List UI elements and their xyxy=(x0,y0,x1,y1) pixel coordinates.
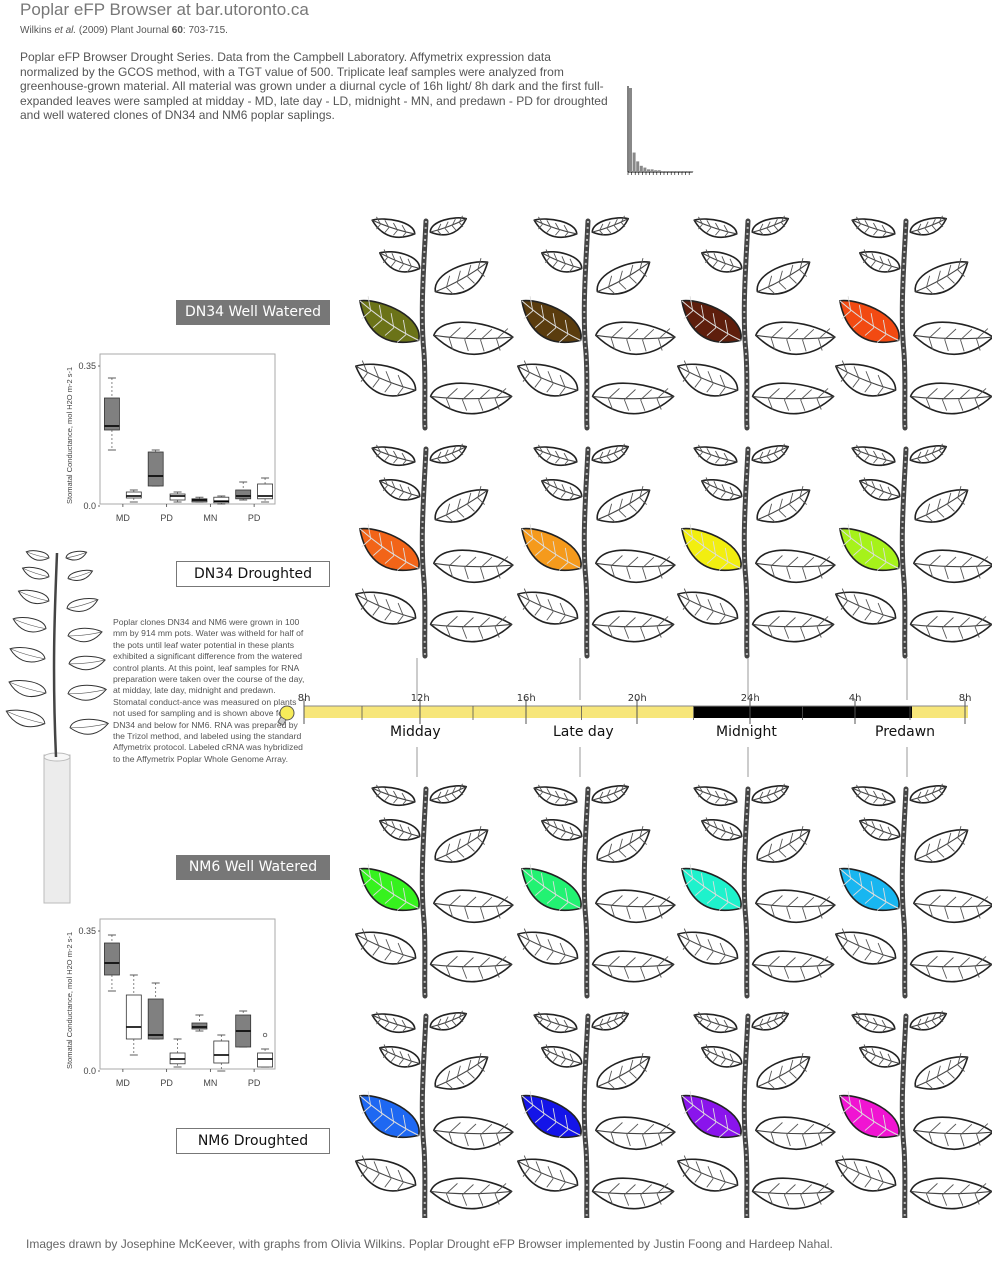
day-bar xyxy=(912,706,968,718)
period-midday: Midday xyxy=(390,724,441,740)
citation-authors: Wilkins xyxy=(20,25,52,36)
x-tick-label: PD xyxy=(160,1078,173,1088)
box-plot-box xyxy=(235,1010,252,1048)
y-axis-label: Stomatal Conductance, mol H2O m-2 s-1 xyxy=(65,932,74,1069)
histogram-bar xyxy=(629,88,632,172)
histogram-bar xyxy=(683,171,686,172)
period-predawn: Predawn xyxy=(875,724,936,740)
expression-histogram xyxy=(627,86,694,175)
methods-text: Poplar clones DN34 and NM6 were grown in… xyxy=(113,617,305,764)
box-plot-box xyxy=(213,495,230,505)
box-plot-box xyxy=(104,377,120,451)
diurnal-timeline xyxy=(277,658,968,777)
night-bar xyxy=(694,706,912,718)
histogram-bar xyxy=(647,169,650,172)
period-late-day: Late day xyxy=(553,724,614,740)
time-tick-label: 24h xyxy=(740,693,760,704)
colored-leaf[interactable] xyxy=(830,523,906,579)
colored-leaf[interactable] xyxy=(830,295,906,351)
histogram-bar xyxy=(675,171,679,172)
box-plot-box xyxy=(235,481,252,501)
label-nm6-well-watered[interactable]: NM6 Well Watered xyxy=(176,855,330,880)
time-tick-label: 4h xyxy=(848,693,862,704)
box-plot-box xyxy=(257,477,273,503)
time-tick-label: 16h xyxy=(516,693,536,704)
y-tick-label: 0.35 xyxy=(78,926,96,936)
colored-leaf[interactable] xyxy=(672,295,748,351)
x-tick-label: MN xyxy=(203,1078,217,1088)
histogram-bar xyxy=(690,171,694,172)
histogram-bar xyxy=(657,170,661,172)
plant-grid xyxy=(352,213,994,1226)
tall-plant-illustration xyxy=(5,550,110,904)
y-tick-label: 0.0 xyxy=(83,1066,96,1076)
y-tick-label: 0.35 xyxy=(78,361,96,371)
histogram-bar xyxy=(636,161,640,172)
histogram-bar xyxy=(643,167,647,172)
y-axis-label: Stomatal Conductance, mol H2O m-2 s-1 xyxy=(65,367,74,504)
colored-leaf[interactable] xyxy=(830,863,906,919)
colored-leaf[interactable] xyxy=(512,523,588,579)
footer-credits: Images drawn by Josephine McKeever, with… xyxy=(26,1237,833,1251)
box-plot-box xyxy=(213,1034,230,1072)
x-tick-label: MD xyxy=(116,513,130,523)
x-tick-label: PD xyxy=(248,1078,261,1088)
colored-leaf[interactable] xyxy=(352,863,426,919)
colored-leaf[interactable] xyxy=(512,295,588,351)
box-plot-box xyxy=(104,934,120,992)
box-plot-box xyxy=(147,449,164,487)
box-plot-box xyxy=(169,491,186,503)
citation-etal: et al. xyxy=(54,25,77,36)
label-nm6-droughted[interactable]: NM6 Droughted xyxy=(176,1128,330,1154)
plant-illustrations xyxy=(352,215,994,1226)
histogram-bar xyxy=(665,171,668,172)
histogram-bar xyxy=(632,152,636,172)
colored-leaf[interactable] xyxy=(672,863,748,919)
lightbulb-icon xyxy=(277,705,295,726)
pot-tube xyxy=(43,754,71,904)
colored-leaf[interactable] xyxy=(512,863,588,919)
histogram-bar xyxy=(686,171,690,172)
citation-volume: 60 xyxy=(171,25,183,36)
box-plot-box xyxy=(147,982,164,1040)
x-tick-label: MD xyxy=(116,1078,130,1088)
x-tick-label: MN xyxy=(203,513,217,523)
time-tick-label: 8h xyxy=(297,693,311,704)
histogram-bar xyxy=(650,169,654,172)
citation-pages: : 703-715. xyxy=(182,25,228,36)
histogram-bar xyxy=(679,171,683,172)
box-plot-box xyxy=(125,489,142,503)
histogram-bar xyxy=(661,171,665,172)
time-tick-label: 12h xyxy=(410,693,430,704)
box-plot-box xyxy=(125,974,142,1056)
description-text: Poplar eFP Browser Drought Series. Data … xyxy=(20,50,608,122)
x-tick-label: PD xyxy=(248,513,261,523)
boxplot-nm6: Stomatal Conductance, mol H2O m-2 s-1 0.0… xyxy=(65,918,276,1088)
page-title: Poplar eFP Browser at bar.utoronto.ca xyxy=(20,0,309,19)
x-tick-label: PD xyxy=(160,513,173,523)
box-plot-box xyxy=(257,1032,273,1068)
boxplot-dn34: Stomatal Conductance, mol H2O m-2 s-1 0.0… xyxy=(65,353,276,523)
histogram-bar xyxy=(654,170,658,172)
day-bar xyxy=(304,706,694,718)
colored-leaf[interactable] xyxy=(672,523,748,579)
citation-journal: (2009) Plant Journal xyxy=(78,25,169,36)
box-plot-box xyxy=(191,1014,208,1032)
histogram-bar xyxy=(668,171,672,172)
colored-leaf[interactable] xyxy=(352,523,426,579)
citation: Wilkins et al. (2009) Plant Journal 60: … xyxy=(20,25,228,36)
y-tick-label: 0.0 xyxy=(83,501,96,511)
time-tick-label: 8h xyxy=(958,693,972,704)
time-tick-label: 20h xyxy=(627,693,647,704)
period-midnight: Midnight xyxy=(716,724,777,740)
label-dn34-well-watered[interactable]: DN34 Well Watered xyxy=(176,300,330,325)
box-plot-box xyxy=(191,496,208,503)
box-plot-box xyxy=(169,1038,186,1068)
histogram-bar xyxy=(672,171,676,172)
histogram-bar xyxy=(639,165,643,172)
label-dn34-droughted[interactable]: DN34 Droughted xyxy=(176,561,330,587)
